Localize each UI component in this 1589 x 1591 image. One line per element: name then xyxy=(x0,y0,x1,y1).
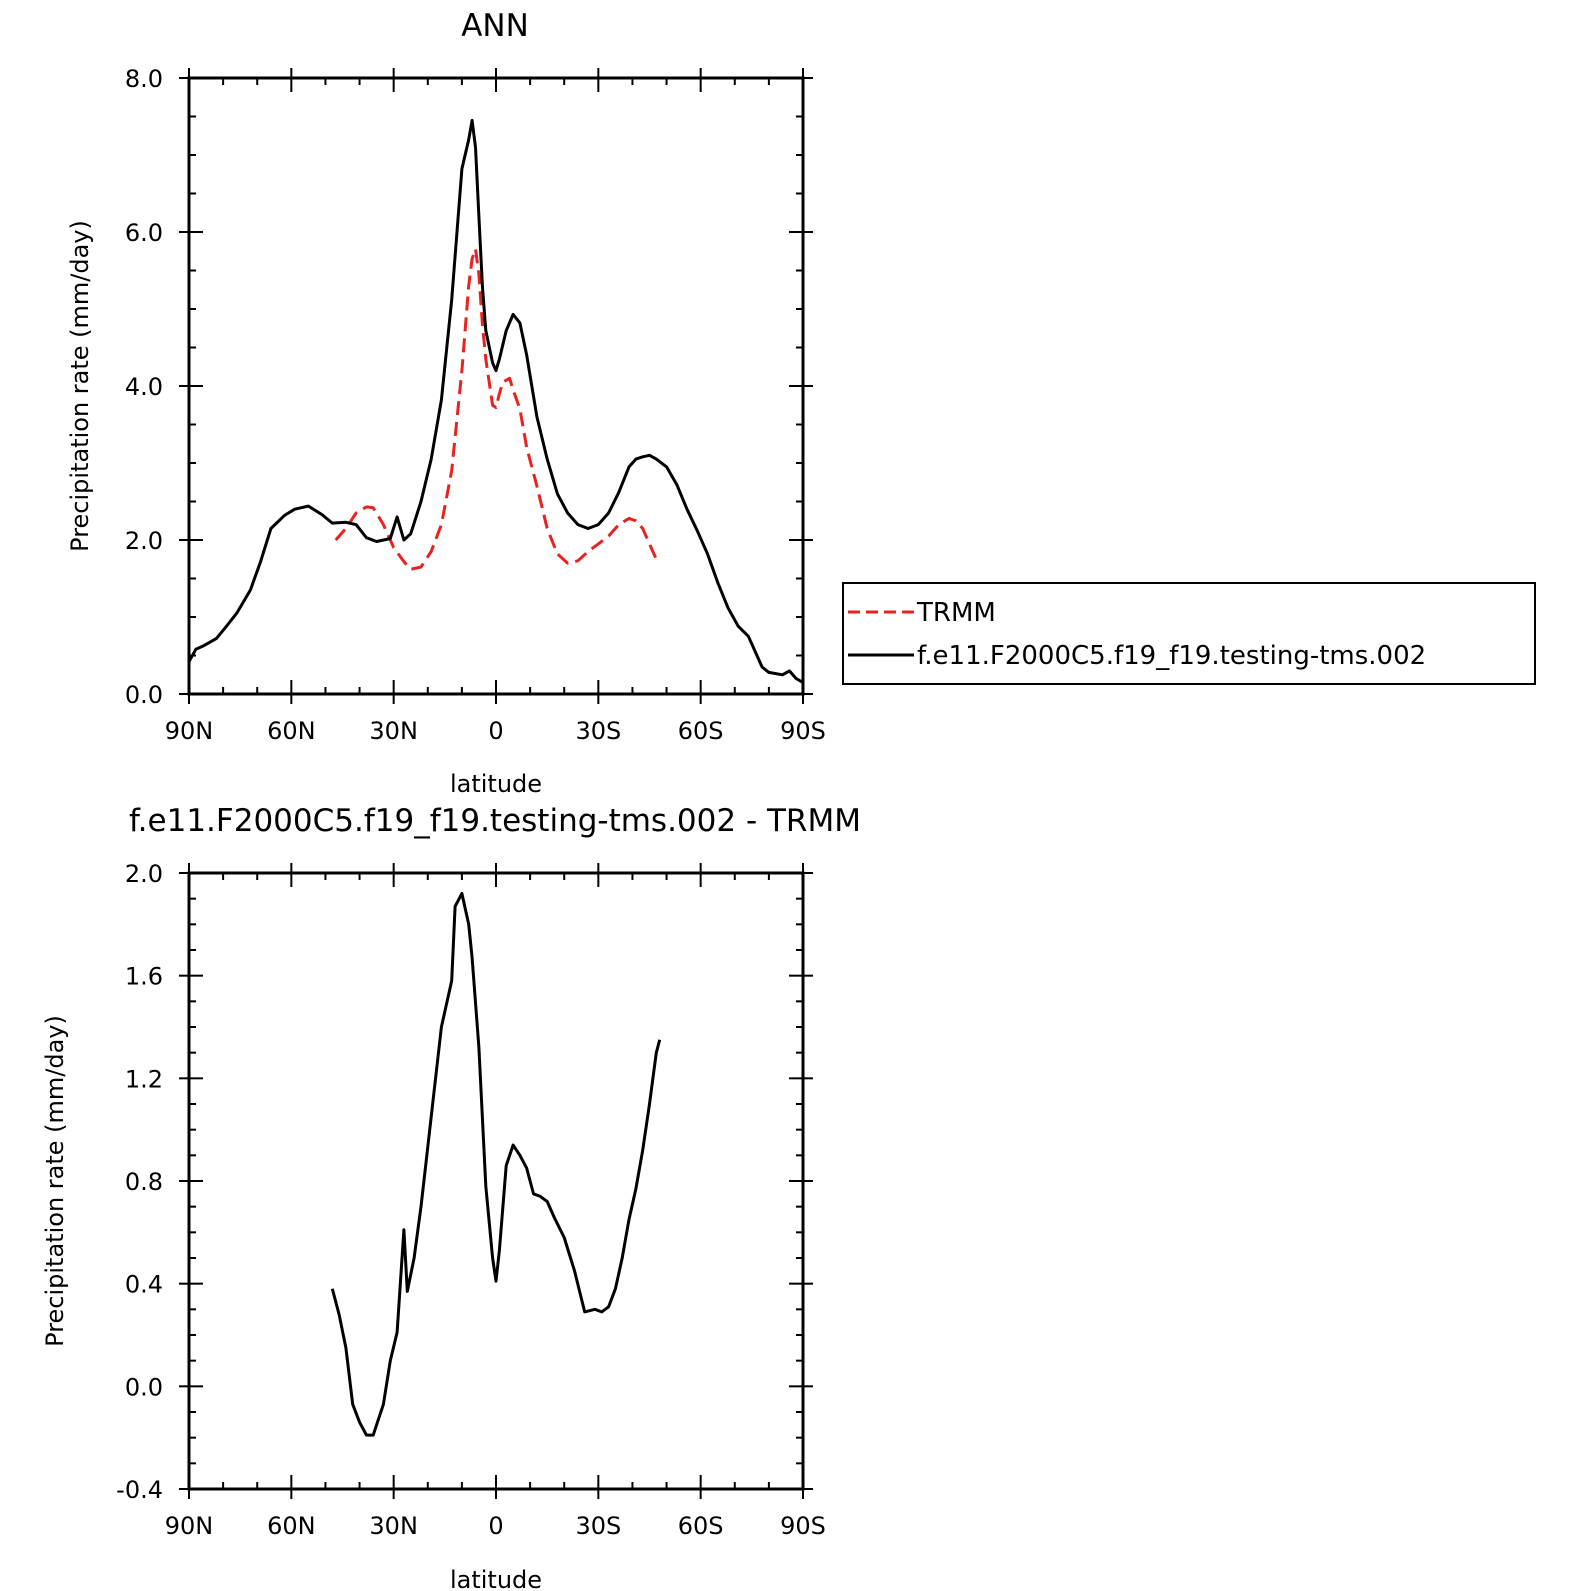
top-chart-title: ANN xyxy=(461,8,529,44)
bottom-y-tick-label: 1.2 xyxy=(125,1065,163,1093)
bottom-x-tick-label: 90N xyxy=(165,1512,214,1540)
bottom-y-tick-label: 2.0 xyxy=(125,860,163,888)
legend: TRMM f.e11.F2000C5.f19_f19.testing-tms.0… xyxy=(842,582,1536,685)
top-y-tick-label: 0.0 xyxy=(125,681,163,709)
top-plot-frame xyxy=(187,76,805,696)
bottom-y-tick-label: 0.0 xyxy=(125,1373,163,1401)
top-y-ticks: 0.0 2.0 4.0 6.0 8.0 xyxy=(125,65,813,709)
bottom-x-axis-label: latitude xyxy=(450,1566,542,1591)
top-y-tick-label: 8.0 xyxy=(125,65,163,93)
top-x-ticks: 90N 60N 30N 0 30S 60S 90S xyxy=(165,68,826,745)
bottom-x-tick-label: 0 xyxy=(488,1512,503,1540)
top-series-line-0 xyxy=(334,247,658,571)
bottom-x-tick-label: 90S xyxy=(780,1512,826,1540)
top-y-axis-label: Precipitation rate (mm/day) xyxy=(66,220,94,552)
bottom-y-ticks: -0.4 0.0 0.4 0.8 1.2 1.6 2.0 xyxy=(116,860,813,1504)
bottom-plot-frame xyxy=(187,871,805,1491)
bottom-y-tick-label: 0.8 xyxy=(125,1168,163,1196)
bottom-series-line-0 xyxy=(330,892,662,1437)
top-series-group xyxy=(187,118,804,684)
top-x-tick-label: 0 xyxy=(488,717,503,745)
top-panel: ANN 90N 60N 30N 0 30S 60S 90S 0.02.04.06.08.0 … xyxy=(66,8,1536,798)
bottom-panel: f.e11.F2000C5.f19_f19.testing-tms.002 - … xyxy=(41,803,861,1591)
top-x-axis-label: latitude xyxy=(450,770,542,798)
top-x-tick-label: 60S xyxy=(678,717,724,745)
legend-label-trmm: TRMM xyxy=(916,598,996,628)
bottom-y-tick-label: 1.6 xyxy=(125,963,163,991)
bottom-chart-title: f.e11.F2000C5.f19_f19.testing-tms.002 - … xyxy=(129,803,861,839)
bottom-x-ticks: 90N 60N 30N 0 30S 60S 90S xyxy=(165,863,826,1540)
bottom-x-tick-label: 30N xyxy=(369,1512,418,1540)
top-y-tick-label: 6.0 xyxy=(125,219,163,247)
bottom-x-tick-label: 60N xyxy=(267,1512,316,1540)
top-x-tick-label: 30N xyxy=(369,717,418,745)
top-x-tick-label: 60N xyxy=(267,717,316,745)
legend-label-model: f.e11.F2000C5.f19_f19.testing-tms.002 xyxy=(917,641,1426,671)
bottom-series-group xyxy=(330,892,662,1437)
top-x-tick-label: 90S xyxy=(780,717,826,745)
top-y-tick-label: 4.0 xyxy=(125,373,163,401)
bottom-x-tick-label: 30S xyxy=(575,1512,621,1540)
top-x-tick-label: 30S xyxy=(575,717,621,745)
top-series-line-1 xyxy=(187,118,804,684)
bottom-y-tick-label: -0.4 xyxy=(116,1476,163,1504)
bottom-y-tick-label: 0.4 xyxy=(125,1271,163,1299)
legend-box xyxy=(842,582,1536,685)
bottom-y-axis-label: Precipitation rate (mm/day) xyxy=(41,1015,69,1347)
top-x-tick-label: 90N xyxy=(165,717,214,745)
top-y-tick-label: 2.0 xyxy=(125,527,163,555)
bottom-x-tick-label: 60S xyxy=(678,1512,724,1540)
